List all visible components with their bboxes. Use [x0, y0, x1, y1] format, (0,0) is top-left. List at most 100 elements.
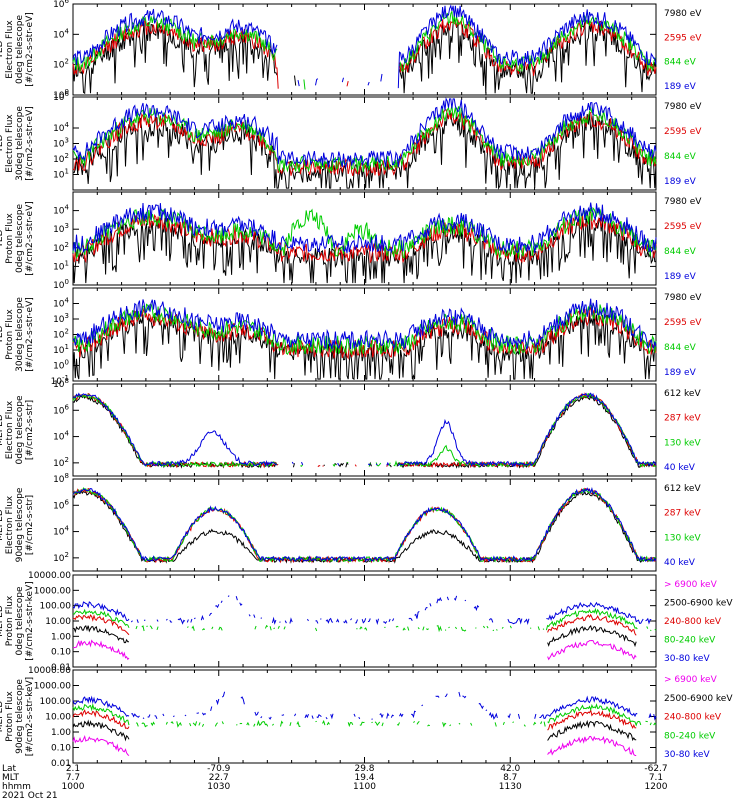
x-tick-hhmm: 1000 — [62, 782, 85, 792]
y-tick-label: 0.01 — [51, 759, 71, 769]
x-tick-mlt: 8.7 — [503, 773, 517, 783]
y-axis-label-line: [#/cm2-s-str-eV] — [25, 106, 35, 181]
legend-entry: 844 eV — [664, 247, 697, 257]
legend-entry: 189 eV — [664, 368, 697, 378]
plot-frame — [72, 3, 657, 96]
y-tick-label: 100 — [53, 359, 69, 372]
legend-entry: 7980 eV — [664, 102, 702, 112]
y-axis-label-line: MEPED — [0, 509, 5, 541]
series-line — [72, 302, 657, 356]
y-tick-label: 10000.00 — [28, 571, 71, 581]
y-tick-label: 102 — [53, 152, 69, 165]
y-axis-label-line: [#/cm2-s-str-keV] — [25, 581, 35, 660]
legend-entry: 30-80 keV — [664, 750, 710, 760]
y-axis-label-line: [#/cm2-s-str-eV] — [25, 297, 35, 372]
y-tick-label: 10-1 — [51, 374, 69, 387]
y-axis-label-line: TED — [0, 229, 5, 248]
y-tick-label: 103 — [53, 137, 69, 150]
y-tick-label: 106 — [53, 0, 69, 10]
legend-entry: 2595 eV — [664, 127, 702, 137]
y-axis-label-line: Electron Flux — [5, 400, 15, 459]
y-axis-label-line: [#/cm2-s-str-eV] — [25, 201, 35, 276]
panel-5: 108 106 104 102 MEPED Electron Flux 0deg teles… — [0, 377, 701, 477]
y-axis-label: MEPED Proton Flux 0deg telescope [#/cm2-s-s… — [0, 581, 35, 660]
y-axis-label-line: [#/cm2-s-str] — [25, 495, 35, 555]
y-tick-label: 104 — [53, 204, 69, 217]
y-tick-label: 104 — [53, 525, 69, 538]
legend-entry: 7980 eV — [664, 9, 702, 19]
y-axis-label-line: 0deg telescope — [15, 204, 25, 274]
x-tick-mlt: 7.1 — [649, 773, 663, 783]
series-line — [72, 708, 637, 731]
x-row-label: hhmm — [2, 782, 31, 792]
legend-entry: 2500-6900 keV — [664, 694, 733, 704]
y-axis-label: MEPED Electron Flux 90deg telescope [#/cm2-… — [0, 487, 35, 562]
legend-entry: 30-80 keV — [664, 654, 710, 664]
y-axis-label-line: Proton Flux — [5, 213, 15, 264]
y-tick-label: 10000.00 — [28, 666, 71, 676]
y-axis-label: TED Proton Flux 30deg telescope [#/cm2-s-st… — [0, 297, 35, 372]
y-axis-label: TED Electron Flux 30deg telescope [#/cm2-s-… — [0, 106, 35, 181]
y-axis-label: TED Electron Flux 0deg telescope [#/cm2-s-s… — [0, 12, 35, 87]
legend-entry: 80-240 keV — [664, 731, 716, 741]
series-line — [72, 613, 637, 636]
y-axis-label: MEPED Electron Flux 0deg telescope [#/cm2-s… — [0, 395, 35, 465]
y-tick-label: 1000.00 — [34, 586, 71, 596]
y-axis-label-line: Proton Flux — [5, 595, 15, 646]
y-tick-label: 100 — [53, 278, 69, 291]
y-tick-label: 0.10 — [51, 744, 71, 754]
x-tick-mlt: 22.7 — [209, 773, 229, 783]
series-line — [72, 702, 657, 728]
legend-entry: 612 keV — [664, 389, 701, 399]
y-tick-label: 101 — [53, 343, 69, 356]
y-axis-label-line: Electron Flux — [5, 495, 15, 554]
y-axis-label-line: MEPED — [0, 701, 5, 733]
series-line — [72, 298, 657, 351]
legend-entry: 240-800 keV — [664, 617, 722, 627]
date-label: 2021 Oct 21 — [2, 791, 58, 800]
legend-entry: 7980 eV — [664, 293, 702, 303]
x-tick-lat: 2.1 — [66, 764, 80, 774]
series-line — [72, 719, 637, 742]
series-line — [72, 97, 657, 169]
panel-1: 106 104 102 100 TED Electron Flux 0deg telesco… — [0, 0, 702, 101]
legend-entry: 130 keV — [664, 533, 701, 543]
legend-entry: 189 eV — [664, 82, 697, 92]
legend-entry: 287 keV — [664, 414, 701, 424]
legend-entry: 189 eV — [664, 272, 697, 282]
y-tick-label: 106 — [53, 403, 69, 416]
series-line — [72, 111, 657, 190]
y-tick-label: 100.00 — [40, 602, 72, 612]
y-axis-label-line: 30deg telescope — [15, 106, 25, 181]
series-line — [72, 105, 657, 174]
legend-entry: 40 keV — [664, 463, 696, 473]
legend-entry: 189 eV — [664, 177, 697, 187]
legend-entry: 2595 eV — [664, 222, 702, 232]
y-axis-label-line: Electron Flux — [5, 114, 15, 173]
y-axis-label-line: MEPED — [0, 605, 5, 637]
x-tick-mlt: 19.4 — [354, 773, 374, 783]
panel-3: 104 103 102 101 100 TED Proton Flux 0deg telesc… — [0, 191, 702, 291]
legend-entry: 844 eV — [664, 58, 697, 68]
series-line — [72, 486, 657, 563]
series-line — [73, 596, 656, 624]
series-line — [72, 9, 657, 90]
y-tick-label: 1.00 — [51, 728, 71, 738]
legend-entry: 130 keV — [664, 438, 701, 448]
x-tick-lat: -62.7 — [644, 764, 667, 774]
legend-entry: 7980 eV — [664, 197, 702, 207]
series-line — [72, 4, 657, 89]
panel-6: 108 106 104 102 MEPED Electron Flux 90deg tele… — [0, 472, 701, 572]
series-line — [72, 607, 657, 633]
y-tick-label: 100.00 — [40, 697, 72, 707]
legend-entry: > 6900 keV — [664, 580, 718, 590]
y-tick-label: 101 — [53, 168, 69, 181]
x-tick-lat: 42.0 — [500, 764, 520, 774]
legend-entry: 612 keV — [664, 484, 701, 494]
y-axis-label-line: 0deg telescope — [15, 586, 25, 656]
legend-entry: 2595 eV — [664, 318, 702, 328]
series-line — [72, 639, 637, 661]
y-axis-label-line: [#/cm2-s-str-keV] — [25, 677, 35, 756]
